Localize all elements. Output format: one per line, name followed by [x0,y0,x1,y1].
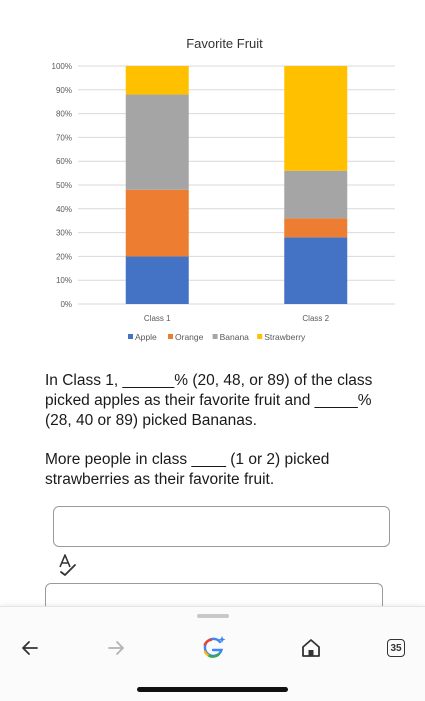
bar-segment-orange [284,218,348,238]
legend-label-orange: Orange [175,332,204,342]
google-assistant-icon[interactable] [198,633,228,663]
bar-segment-apple [284,237,348,304]
back-arrow-icon[interactable] [15,633,45,663]
y-tick-label: 90% [56,86,72,95]
bar-segment-banana [125,94,189,190]
x-tick-label: Class 1 [144,314,171,323]
y-tick-label: 0% [60,300,72,309]
y-tick-label: 80% [56,110,72,119]
y-tick-label: 70% [56,133,72,142]
home-indicator[interactable] [137,687,288,692]
y-tick-label: 20% [56,252,72,261]
answer-input[interactable] [53,506,390,547]
legend-label-strawberry: Strawberry [264,332,306,342]
home-icon[interactable] [296,633,326,663]
x-tick-label: Class 2 [302,314,329,323]
bar-segment-orange [125,189,189,257]
browser-bottom-bar: 35 [0,606,425,701]
legend-swatch-apple [128,334,133,339]
legend-swatch-orange [168,334,173,339]
spellcheck-icon[interactable] [57,553,79,577]
y-tick-label: 10% [56,276,72,285]
y-tick-label: 40% [56,205,72,214]
question-1-text: In Class 1, ______% (20, 48, or 89) of t… [45,372,373,429]
legend-swatch-strawberry [257,334,263,339]
bar-segment-strawberry [125,66,189,95]
favorite-fruit-chart: Favorite Fruit 0% 10% 20% 30% 40% 50% 60% 70% 80%… [0,28,425,353]
chart-title: Favorite Fruit [186,36,263,51]
forward-arrow-icon[interactable] [101,633,131,663]
y-tick-label: 60% [56,157,72,166]
chart-svg: Favorite Fruit 0% 10% 20% 30% 40% 50% 60% 70% 80%… [52,36,395,342]
tabs-icon[interactable]: 35 [381,633,411,663]
drag-handle[interactable] [197,614,229,618]
question-2-text: More people in class ____ (1 or 2) picke… [45,451,330,488]
y-tick-label: 100% [52,62,72,71]
bar-segment-apple [125,256,189,304]
y-tick-label: 30% [56,229,72,238]
bar-segment-strawberry [284,66,348,171]
legend-swatch-banana [212,334,218,339]
legend-label-banana: Banana [220,332,250,342]
legend-label-apple: Apple [135,332,157,342]
bar-segment-banana [284,170,348,219]
tab-count-badge: 35 [387,639,405,657]
y-tick-label: 50% [56,181,72,190]
